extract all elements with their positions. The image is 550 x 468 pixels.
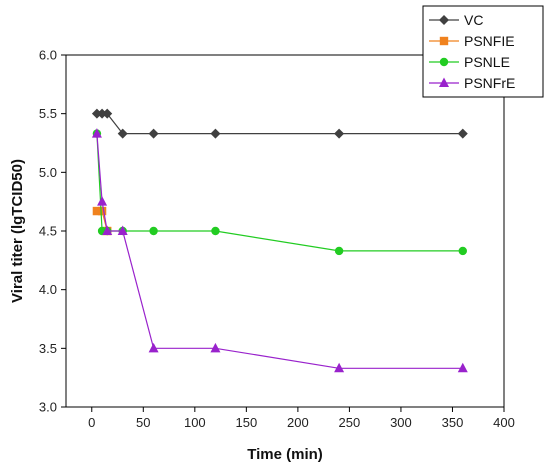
y-tick-label: 4.0 bbox=[39, 282, 57, 297]
legend-label-psnfre: PSNFrE bbox=[464, 75, 515, 91]
data-point-vc bbox=[148, 128, 159, 139]
data-point-psnfre bbox=[457, 362, 468, 373]
y-tick-label: 3.0 bbox=[39, 400, 57, 415]
x-tick-label: 200 bbox=[287, 415, 309, 430]
series-psnle bbox=[92, 129, 467, 256]
data-point-psnle bbox=[149, 226, 158, 236]
legend-marker-vc bbox=[439, 15, 449, 25]
data-point-vc bbox=[102, 108, 113, 119]
data-point-psnfre bbox=[148, 342, 159, 353]
x-tick-label: 350 bbox=[442, 415, 464, 430]
legend-marker-psnfre bbox=[439, 77, 449, 87]
series-psnfre bbox=[91, 128, 468, 373]
y-tick-label: 5.5 bbox=[39, 106, 57, 121]
data-point-vc bbox=[91, 108, 102, 119]
data-point-vc bbox=[210, 128, 221, 139]
x-tick-label: 0 bbox=[88, 415, 95, 430]
x-axis-ticks: 0 50 100 150 200 250 300 350 400 bbox=[88, 407, 515, 430]
data-point-psnle bbox=[334, 246, 344, 256]
x-tick-label: 300 bbox=[390, 415, 412, 430]
y-tick-label: 3.5 bbox=[39, 341, 57, 356]
data-point-psnfre bbox=[102, 225, 113, 235]
series-vc bbox=[91, 108, 468, 139]
x-tick-label: 400 bbox=[493, 415, 515, 430]
series-line-psnfre bbox=[96, 133, 463, 369]
y-tick-label: 5.0 bbox=[39, 165, 57, 180]
data-point-psnfie bbox=[97, 206, 107, 216]
data-point-psnle bbox=[458, 246, 467, 256]
data-point-psnfre bbox=[97, 196, 108, 206]
data-point-psnfre bbox=[91, 128, 102, 138]
legend: VC PSNFIE PSNLE PSNFrE bbox=[422, 5, 544, 98]
y-tick-label: 4.5 bbox=[39, 224, 57, 239]
legend-label-psnle: PSNLE bbox=[464, 54, 510, 70]
data-point-vc bbox=[457, 128, 468, 139]
legend-label-vc: VC bbox=[464, 12, 483, 28]
y-axis-ticks: 3.0 3.5 4.0 4.5 5.0 5.5 6.0 bbox=[39, 48, 66, 415]
legend-marker-psnle bbox=[439, 57, 449, 67]
legend-marker-psnfie bbox=[439, 36, 449, 46]
data-point-psnfie bbox=[92, 206, 102, 216]
data-point-psnfre bbox=[334, 362, 345, 373]
data-point-psnfre bbox=[210, 342, 221, 353]
x-tick-label: 100 bbox=[184, 415, 206, 430]
y-tick-label: 6.0 bbox=[39, 48, 57, 63]
data-point-vc bbox=[117, 128, 128, 139]
data-point-psnfre bbox=[117, 225, 128, 235]
x-tick-label: 50 bbox=[136, 415, 150, 430]
x-axis-title: Time (min) bbox=[247, 446, 323, 463]
data-point-vc bbox=[334, 128, 345, 139]
legend-label-psnfie: PSNFIE bbox=[464, 33, 515, 49]
series-layer bbox=[91, 108, 468, 373]
y-axis-title: Viral titer (lgTCID50) bbox=[9, 159, 26, 303]
data-point-vc bbox=[97, 108, 108, 119]
x-tick-label: 150 bbox=[236, 415, 258, 430]
data-point-psnle bbox=[211, 226, 220, 236]
x-tick-label: 250 bbox=[339, 415, 361, 430]
